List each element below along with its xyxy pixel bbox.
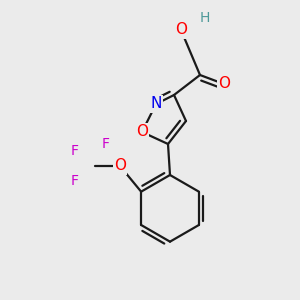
Text: F: F bbox=[102, 137, 110, 151]
Text: N: N bbox=[150, 97, 162, 112]
Text: O: O bbox=[175, 22, 187, 38]
Text: F: F bbox=[71, 174, 79, 188]
Text: O: O bbox=[218, 76, 230, 92]
Text: H: H bbox=[200, 11, 210, 25]
Text: O: O bbox=[114, 158, 126, 173]
Text: O: O bbox=[136, 124, 148, 140]
Text: F: F bbox=[71, 144, 79, 158]
